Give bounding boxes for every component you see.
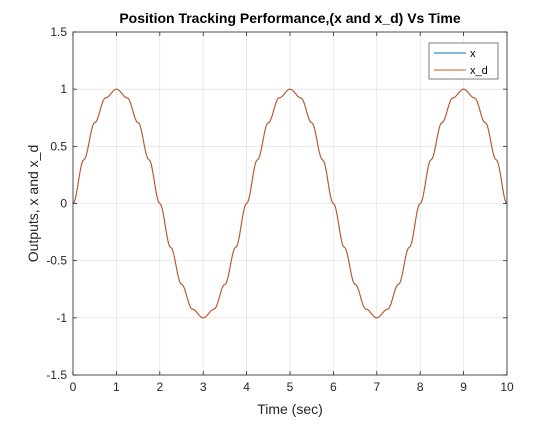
- x-tick-label: 6: [330, 380, 337, 394]
- series-line-x-d: [72, 88, 508, 319]
- x-tick-label: 4: [243, 380, 250, 394]
- y-tick-label: 0: [60, 197, 67, 211]
- legend-label-x: x: [470, 48, 476, 60]
- x-axis-label: Time (sec): [257, 401, 323, 417]
- x-tick-label: 9: [460, 380, 467, 394]
- y-axis-label: Outputs, x and x_d: [25, 145, 41, 263]
- y-tick-labels: -1.5 -1 -0.5 0 0.5 1 1.5: [46, 25, 67, 382]
- legend-box: [428, 42, 499, 80]
- x-tick-label: 8: [417, 380, 424, 394]
- series-lines: [72, 88, 508, 319]
- y-tick-label: 1.5: [50, 25, 67, 39]
- x-tick-label: 3: [200, 380, 207, 394]
- x-tick-label: 0: [70, 380, 77, 394]
- x-tick-labels: 0 1 2 3 4 5 6 7 8 9 10: [70, 380, 514, 394]
- x-tick-label: 1: [113, 380, 120, 394]
- legend: x x_d: [428, 42, 499, 80]
- x-tick-label: 7: [373, 380, 380, 394]
- y-tick-label: 0.5: [50, 139, 67, 153]
- x-tick-label: 2: [156, 380, 163, 394]
- axis-ticks: [72, 31, 508, 376]
- x-tick-label: 5: [287, 380, 294, 394]
- y-tick-label: -1.5: [46, 368, 67, 382]
- y-tick-label: -1: [56, 311, 67, 325]
- x-tick-label: 10: [500, 380, 514, 394]
- y-tick-label: -0.5: [46, 254, 67, 268]
- legend-label-x-d: x_d: [470, 65, 488, 77]
- y-tick-label: 1: [60, 82, 67, 96]
- chart-title: Position Tracking Performance,(x and x_d…: [119, 10, 461, 26]
